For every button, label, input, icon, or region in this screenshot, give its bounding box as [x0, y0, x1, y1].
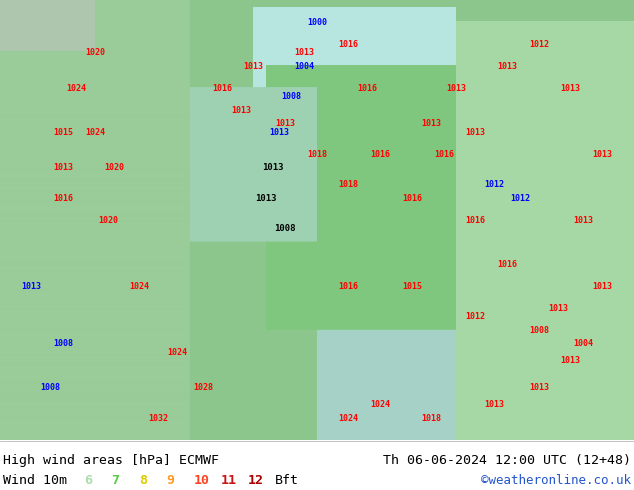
Text: 1016: 1016: [212, 83, 232, 93]
Text: 1013: 1013: [560, 83, 581, 93]
Text: 1020: 1020: [85, 49, 105, 57]
Text: 1024: 1024: [339, 414, 359, 422]
Text: Bft: Bft: [275, 474, 299, 487]
Text: 1018: 1018: [421, 414, 441, 422]
Text: 1013: 1013: [560, 356, 581, 366]
Text: 1013: 1013: [262, 163, 283, 172]
Text: 12: 12: [248, 474, 264, 487]
Text: 1008: 1008: [275, 224, 296, 233]
Text: 1018: 1018: [307, 149, 327, 158]
Text: 1012: 1012: [510, 194, 530, 202]
Text: 1013: 1013: [53, 163, 74, 172]
Text: 1013: 1013: [256, 194, 277, 202]
Text: 1016: 1016: [434, 149, 454, 158]
Text: 1000: 1000: [307, 18, 327, 26]
Text: 1013: 1013: [548, 303, 568, 313]
Text: 1013: 1013: [275, 119, 295, 128]
Text: 10: 10: [193, 474, 209, 487]
Text: 1024: 1024: [85, 127, 105, 137]
Text: 1008: 1008: [281, 92, 302, 101]
Text: Wind 10m: Wind 10m: [3, 474, 67, 487]
Text: 1004: 1004: [294, 62, 314, 71]
Text: 8: 8: [139, 474, 147, 487]
Text: 1013: 1013: [269, 127, 289, 137]
Text: 1013: 1013: [421, 119, 441, 128]
Text: Th 06-06-2024 12:00 UTC (12+48): Th 06-06-2024 12:00 UTC (12+48): [384, 454, 631, 467]
Text: 1024: 1024: [66, 83, 86, 93]
Text: 7: 7: [112, 474, 120, 487]
Text: 1015: 1015: [53, 127, 74, 137]
Text: 1018: 1018: [339, 180, 359, 189]
Text: 1020: 1020: [104, 163, 124, 172]
Text: 1012: 1012: [484, 180, 505, 189]
Text: 1013: 1013: [465, 127, 486, 137]
Text: 1013: 1013: [294, 49, 314, 57]
Text: 1020: 1020: [98, 216, 118, 224]
Text: 1016: 1016: [53, 194, 74, 202]
Text: 1013: 1013: [446, 83, 467, 93]
Text: 1013: 1013: [592, 282, 612, 291]
Text: 1012: 1012: [465, 312, 486, 321]
Text: 1016: 1016: [465, 216, 486, 224]
Text: 1004: 1004: [573, 339, 593, 348]
Text: 1013: 1013: [592, 149, 612, 158]
Text: 11: 11: [221, 474, 236, 487]
Text: 1008: 1008: [53, 339, 74, 348]
Text: 1028: 1028: [193, 383, 213, 392]
Text: ©weatheronline.co.uk: ©weatheronline.co.uk: [481, 474, 631, 487]
Text: 1016: 1016: [402, 194, 422, 202]
Text: 1012: 1012: [529, 40, 549, 49]
Text: 1024: 1024: [129, 282, 150, 291]
Text: 1032: 1032: [148, 414, 169, 422]
Text: 1008: 1008: [529, 325, 549, 335]
Text: 1013: 1013: [497, 62, 517, 71]
Text: 1016: 1016: [370, 149, 391, 158]
Text: 1013: 1013: [22, 282, 42, 291]
Text: 1016: 1016: [497, 260, 517, 269]
Text: 1013: 1013: [243, 62, 264, 71]
Text: 1016: 1016: [358, 83, 378, 93]
Text: 9: 9: [166, 474, 174, 487]
Text: 1024: 1024: [167, 347, 188, 357]
Text: 1016: 1016: [339, 282, 359, 291]
Text: 1013: 1013: [231, 105, 251, 115]
Text: 1024: 1024: [370, 400, 391, 409]
Text: 1013: 1013: [529, 383, 549, 392]
Text: 1015: 1015: [402, 282, 422, 291]
Text: 1013: 1013: [484, 400, 505, 409]
Text: 1016: 1016: [339, 40, 359, 49]
Text: 1008: 1008: [41, 383, 61, 392]
Text: 6: 6: [84, 474, 93, 487]
Text: High wind areas [hPa] ECMWF: High wind areas [hPa] ECMWF: [3, 454, 219, 467]
Text: 1013: 1013: [573, 216, 593, 224]
